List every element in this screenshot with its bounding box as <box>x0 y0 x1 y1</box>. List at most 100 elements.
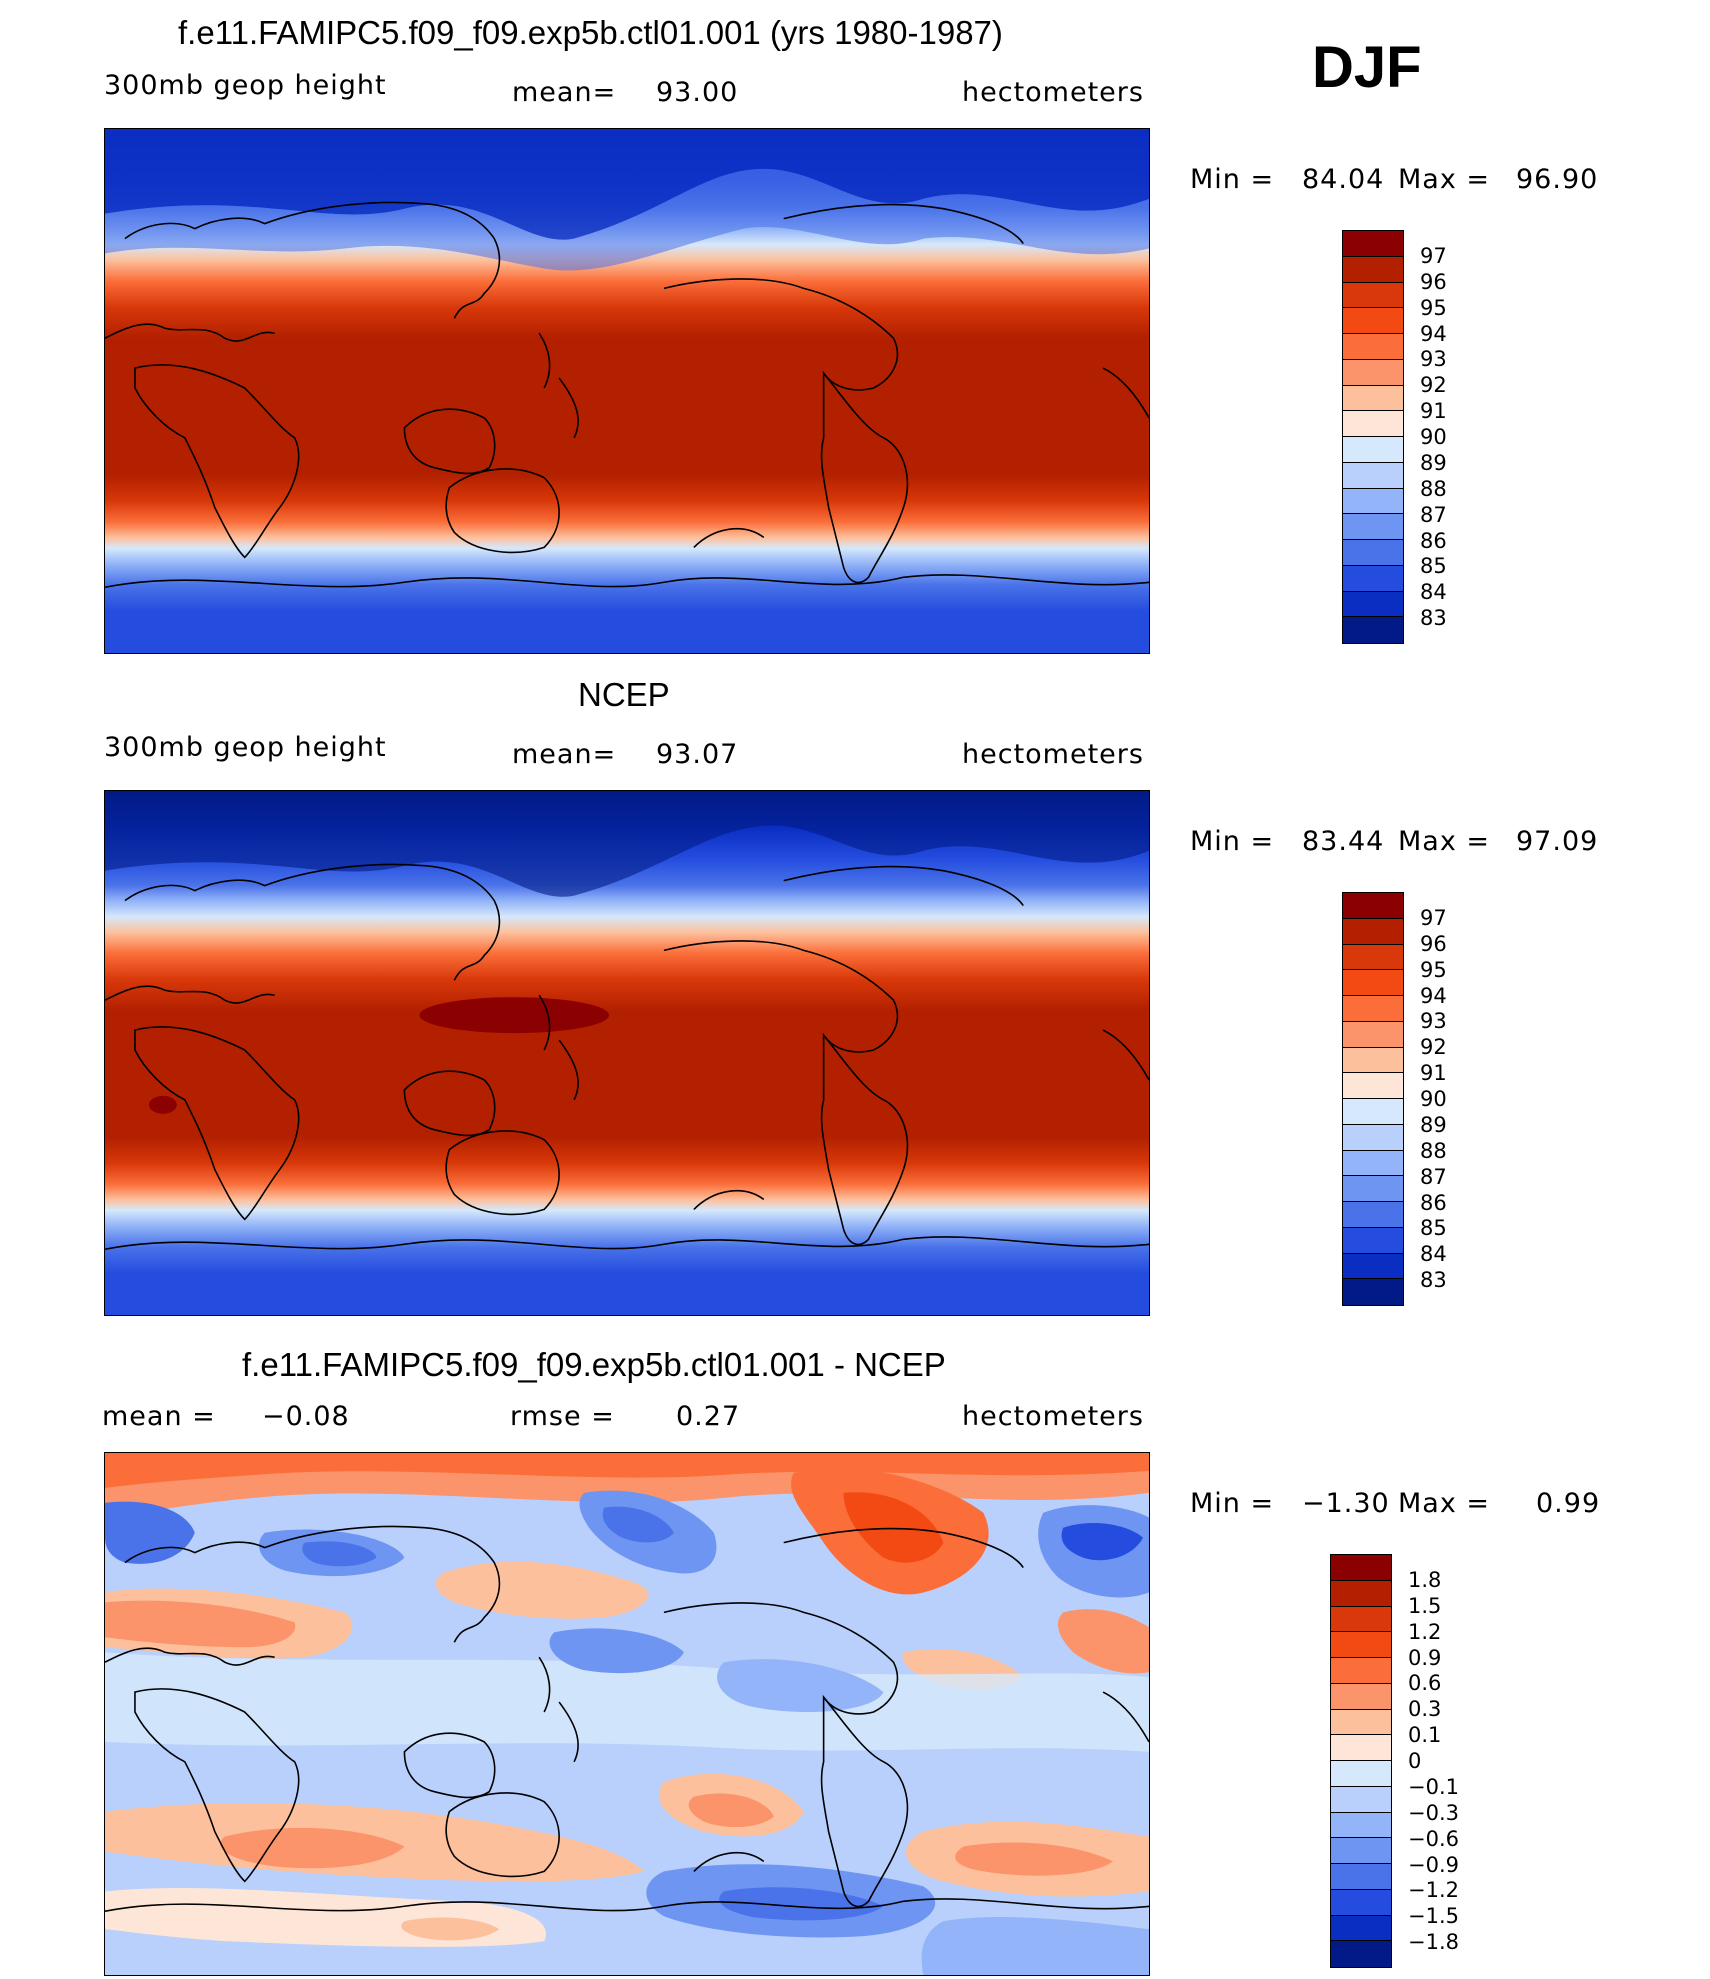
colorbar-swatch <box>1343 1099 1403 1125</box>
colorbar-swatch <box>1343 437 1403 463</box>
colorbar-swatch <box>1343 256 1403 283</box>
panel1-colorbar <box>1342 230 1404 644</box>
colorbar-swatch <box>1343 488 1403 515</box>
colorbar-swatch <box>1343 970 1403 996</box>
colorbar-swatch <box>1343 918 1403 945</box>
colorbar-tick-label: 95 <box>1420 957 1447 982</box>
panel1-field-label: 300mb geop height <box>104 70 387 101</box>
colorbar-tick-label: 83 <box>1420 606 1447 631</box>
colorbar-swatch <box>1343 1227 1403 1254</box>
colorbar-tick-label: 1.2 <box>1408 1619 1442 1644</box>
panel3-colorbar <box>1330 1554 1392 1968</box>
panel2-title: NCEP <box>578 676 670 713</box>
colorbar-swatch <box>1331 1658 1391 1684</box>
panel1-mean-label: mean= <box>512 77 617 108</box>
colorbar-swatch <box>1343 996 1403 1022</box>
panel3-colorbar-labels: 1.8 1.5 1.2 0.9 0.6 0.3 0.1 0 −0.1 −0.3 −0.6 −0.9 −1… <box>1408 1554 1488 1968</box>
colorbar-swatch <box>1343 1124 1403 1151</box>
colorbar-tick-label: 1.5 <box>1408 1593 1442 1618</box>
panel3-max-label: Max = <box>1398 1488 1491 1519</box>
colorbar-tick-label: 84 <box>1420 580 1447 605</box>
colorbar-tick-label: 86 <box>1420 528 1447 553</box>
colorbar-swatch <box>1343 1047 1403 1074</box>
colorbar-swatch <box>1331 1709 1391 1736</box>
colorbar-swatch <box>1331 1889 1391 1916</box>
panel3-rmse-value: 0.27 <box>676 1401 741 1432</box>
colorbar-swatch <box>1343 1279 1403 1305</box>
colorbar-swatch <box>1343 231 1403 257</box>
panel1-max-value: 96.90 <box>1516 164 1599 195</box>
panel2-colorbar <box>1342 892 1404 1306</box>
colorbar-swatch <box>1343 385 1403 412</box>
colorbar-swatch <box>1331 1606 1391 1633</box>
colorbar-tick-label: 91 <box>1420 1061 1447 1086</box>
colorbar-swatch <box>1331 1683 1391 1710</box>
colorbar-tick-label: 0.1 <box>1408 1723 1442 1748</box>
panel3-min-label: Min = <box>1190 1488 1275 1519</box>
colorbar-tick-label: −1.8 <box>1408 1930 1459 1955</box>
colorbar-tick-label: 92 <box>1420 1035 1447 1060</box>
colorbar-tick-label: 83 <box>1420 1268 1447 1293</box>
colorbar-swatch <box>1331 1580 1391 1607</box>
colorbar-tick-label: 85 <box>1420 554 1447 579</box>
panel2-map <box>104 790 1150 1316</box>
panel2-min-value: 83.44 <box>1302 826 1385 857</box>
colorbar-tick-label: 91 <box>1420 399 1447 424</box>
colorbar-swatch <box>1331 1915 1391 1942</box>
panel2-mean-value: 93.07 <box>656 739 739 770</box>
colorbar-swatch <box>1343 462 1403 489</box>
colorbar-tick-label: 97 <box>1420 905 1447 930</box>
panel2-min-label: Min = <box>1190 826 1275 857</box>
season-label: DJF <box>1312 35 1422 100</box>
colorbar-tick-label: 97 <box>1420 243 1447 268</box>
panel1-max-label: Max = <box>1398 164 1491 195</box>
colorbar-tick-label: −1.2 <box>1408 1878 1459 1903</box>
colorbar-tick-label: 93 <box>1420 347 1447 372</box>
panel2-max-label: Max = <box>1398 826 1491 857</box>
colorbar-swatch <box>1343 334 1403 360</box>
panel3-map <box>104 1452 1150 1976</box>
panel2-contour-plot <box>105 791 1149 1315</box>
panel2-mean-label: mean= <box>512 739 617 770</box>
colorbar-tick-label: 94 <box>1420 983 1447 1008</box>
colorbar-tick-label: −0.9 <box>1408 1852 1459 1877</box>
colorbar-swatch <box>1343 514 1403 540</box>
colorbar-swatch <box>1331 1761 1391 1787</box>
colorbar-tick-label: 92 <box>1420 373 1447 398</box>
panel3-rmse-label: rmse = <box>510 1401 615 1432</box>
colorbar-swatch <box>1343 893 1403 919</box>
colorbar-swatch <box>1343 591 1403 618</box>
colorbar-swatch <box>1343 1150 1403 1177</box>
colorbar-tick-label: 85 <box>1420 1216 1447 1241</box>
panel1-units: hectometers <box>962 77 1144 108</box>
panel2-units: hectometers <box>962 739 1144 770</box>
panel3-mean-value: −0.08 <box>262 1401 350 1432</box>
panel2-max-value: 97.09 <box>1516 826 1599 857</box>
panel3-contour-plot <box>105 1453 1149 1975</box>
colorbar-swatch <box>1343 617 1403 643</box>
colorbar-swatch <box>1343 411 1403 437</box>
colorbar-swatch <box>1331 1632 1391 1658</box>
colorbar-swatch <box>1343 1253 1403 1280</box>
colorbar-swatch <box>1343 1176 1403 1202</box>
colorbar-tick-label: 0.9 <box>1408 1645 1442 1670</box>
colorbar-swatch <box>1343 1202 1403 1228</box>
panel3-units: hectometers <box>962 1401 1144 1432</box>
panel3-min-value: −1.30 <box>1302 1488 1390 1519</box>
colorbar-tick-label: 89 <box>1420 1112 1447 1137</box>
colorbar-tick-label: 90 <box>1420 425 1447 449</box>
panel1-min-value: 84.04 <box>1302 164 1385 195</box>
colorbar-tick-label: −1.5 <box>1408 1904 1459 1929</box>
colorbar-tick-label: 1.8 <box>1408 1567 1442 1592</box>
colorbar-tick-label: 88 <box>1420 1138 1447 1163</box>
panel1-contour-plot <box>105 129 1149 653</box>
panel1-min-label: Min = <box>1190 164 1275 195</box>
colorbar-tick-label: 84 <box>1420 1242 1447 1267</box>
panel3-title: f.e11.FAMIPC5.f09_f09.exp5b.ctl01.001 - … <box>242 1346 946 1383</box>
panel3-mean-label: mean = <box>102 1401 216 1432</box>
colorbar-swatch <box>1331 1812 1391 1839</box>
colorbar-swatch <box>1343 359 1403 386</box>
colorbar-swatch <box>1331 1786 1391 1813</box>
colorbar-tick-label: 89 <box>1420 450 1447 475</box>
colorbar-swatch <box>1343 1073 1403 1099</box>
